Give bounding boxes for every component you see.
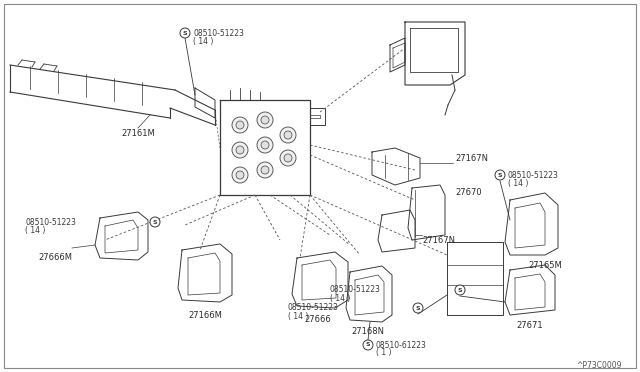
Circle shape bbox=[280, 127, 296, 143]
Text: 08510-51223: 08510-51223 bbox=[330, 285, 381, 295]
Text: ( 14 ): ( 14 ) bbox=[193, 36, 213, 45]
Circle shape bbox=[232, 167, 248, 183]
Circle shape bbox=[261, 141, 269, 149]
Text: 27166M: 27166M bbox=[188, 311, 222, 320]
Text: ^P73C0009: ^P73C0009 bbox=[577, 360, 622, 369]
Circle shape bbox=[280, 150, 296, 166]
Text: 27666M: 27666M bbox=[38, 253, 72, 263]
Circle shape bbox=[236, 171, 244, 179]
Circle shape bbox=[284, 154, 292, 162]
Text: ( 14 ): ( 14 ) bbox=[330, 294, 350, 302]
Text: 27168N: 27168N bbox=[351, 327, 385, 337]
Circle shape bbox=[413, 303, 423, 313]
Text: 27670: 27670 bbox=[455, 187, 482, 196]
Circle shape bbox=[236, 146, 244, 154]
Text: ( 14 ): ( 14 ) bbox=[25, 225, 45, 234]
Text: 27671: 27671 bbox=[516, 321, 543, 330]
Text: S: S bbox=[182, 31, 188, 35]
Text: S: S bbox=[416, 305, 420, 311]
Text: S: S bbox=[498, 173, 502, 177]
Text: S: S bbox=[458, 288, 462, 292]
Circle shape bbox=[261, 116, 269, 124]
Text: S: S bbox=[153, 219, 157, 224]
Circle shape bbox=[257, 162, 273, 178]
Circle shape bbox=[232, 142, 248, 158]
Text: 27167N: 27167N bbox=[422, 235, 455, 244]
Circle shape bbox=[284, 131, 292, 139]
Text: 08510-51223: 08510-51223 bbox=[508, 170, 559, 180]
Circle shape bbox=[261, 166, 269, 174]
Text: 27167N: 27167N bbox=[455, 154, 488, 163]
Circle shape bbox=[257, 137, 273, 153]
Text: ( 14 ): ( 14 ) bbox=[288, 311, 308, 321]
Text: 08510-51223: 08510-51223 bbox=[25, 218, 76, 227]
Text: 27666: 27666 bbox=[305, 315, 332, 324]
Circle shape bbox=[363, 340, 373, 350]
Text: ( 1 ): ( 1 ) bbox=[376, 349, 392, 357]
Circle shape bbox=[257, 112, 273, 128]
Circle shape bbox=[180, 28, 190, 38]
Circle shape bbox=[495, 170, 505, 180]
Circle shape bbox=[236, 121, 244, 129]
Text: 08510-61223: 08510-61223 bbox=[376, 340, 427, 350]
Text: 08510-51223: 08510-51223 bbox=[193, 29, 244, 38]
Circle shape bbox=[455, 285, 465, 295]
Text: S: S bbox=[365, 343, 371, 347]
Circle shape bbox=[150, 217, 160, 227]
Text: 27165M: 27165M bbox=[528, 260, 562, 269]
Circle shape bbox=[232, 117, 248, 133]
Text: ( 14 ): ( 14 ) bbox=[508, 179, 529, 187]
Text: 08510-51223: 08510-51223 bbox=[288, 304, 339, 312]
Text: 27161M: 27161M bbox=[121, 128, 155, 138]
